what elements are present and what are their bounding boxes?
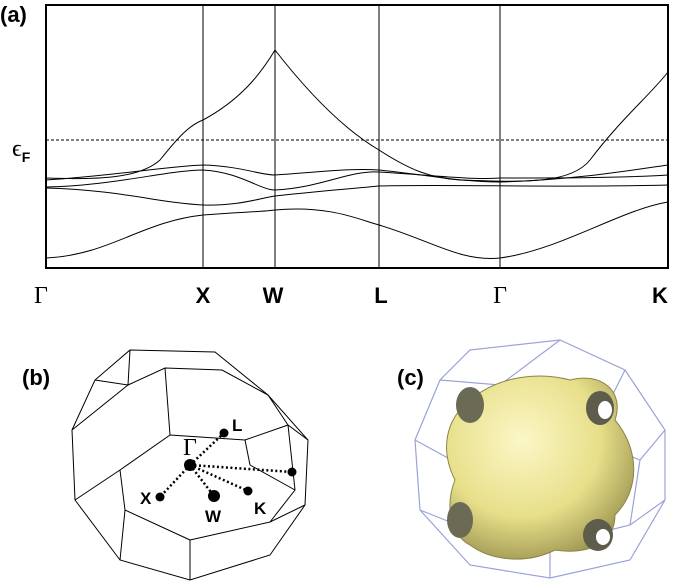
k-label: K — [652, 283, 668, 308]
point-label: W — [205, 507, 222, 526]
brillouin-zone — [71, 349, 309, 581]
fermi-surface — [446, 375, 635, 560]
bands — [45, 49, 669, 259]
point-label: L — [232, 416, 242, 435]
panel-label: (c) — [397, 365, 424, 390]
panel-label: (a) — [0, 2, 27, 27]
panel-label: (b) — [22, 365, 50, 390]
k-label: Γ — [34, 283, 48, 309]
fermi-symbol: ϵ — [12, 136, 22, 162]
symmetry-lines — [202, 5, 501, 268]
plot-frame — [45, 4, 669, 269]
point-label: K — [254, 499, 267, 518]
k-points — [155, 428, 297, 502]
k-label: X — [196, 283, 211, 308]
fermi-label: ϵF — [12, 136, 31, 165]
point-label: Γ — [183, 435, 197, 461]
point-label: X — [140, 489, 152, 508]
k-label: L — [374, 283, 387, 308]
fermi-subscript: F — [22, 149, 31, 165]
k-label: Γ — [493, 283, 507, 309]
k-label: W — [263, 283, 284, 308]
path-lines — [159, 432, 293, 498]
